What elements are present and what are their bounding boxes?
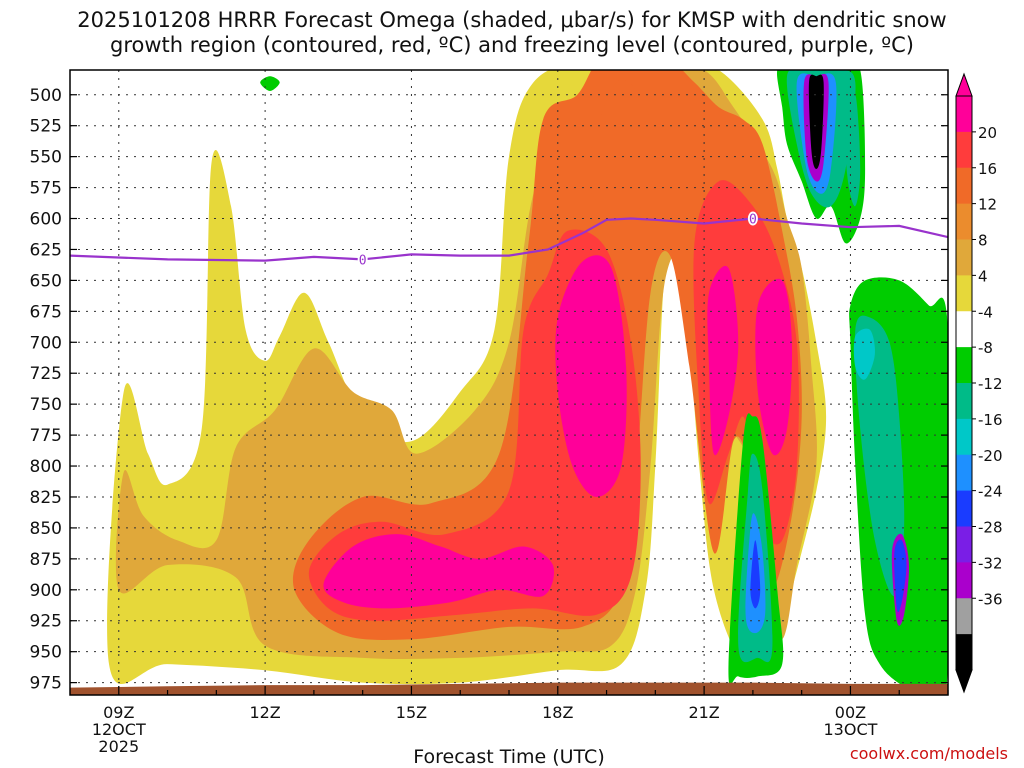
colorbar-label-1: 16: [978, 160, 997, 178]
grid: [70, 70, 948, 695]
omega-region--8-25: [845, 93, 861, 207]
omega-region-20-8: [755, 278, 793, 456]
colorbar-swatch-11: [956, 490, 972, 527]
x-tick-label-12-0: 12Z: [249, 703, 280, 722]
colorbar-label-5: -4: [978, 303, 993, 321]
omega-shading: [70, 70, 948, 695]
freezing-level-line: [70, 217, 948, 262]
omega-region--12-13: [853, 328, 875, 380]
y-tick-label-900: 900: [30, 581, 62, 601]
x-axis-title: Forecast Time (UTC): [413, 746, 604, 768]
freezing-level-label-0: 0: [359, 253, 367, 268]
colorbar-swatch-1: [956, 131, 972, 169]
x-tick-label-15-0: 15Z: [396, 703, 427, 722]
y-tick-label-975: 975: [30, 674, 62, 694]
omega-region--36-22: [808, 74, 824, 169]
omega-region--24-17: [750, 540, 761, 609]
y-tick-label-550: 550: [30, 148, 62, 168]
freezing-label-bg-0: [357, 252, 368, 267]
freezing-label-bg-1: [747, 211, 758, 226]
y-tick-label-675: 675: [30, 302, 62, 322]
x-tick-label-9-2: 2025: [98, 737, 139, 756]
omega-region--24-24: [894, 539, 907, 613]
colorbar-bottom-arrow: [955, 669, 973, 694]
omega-region-20-5: [323, 534, 555, 609]
colorbar-label-4: 4: [978, 267, 988, 285]
colorbar-label-7: -12: [978, 375, 1003, 393]
y-tick-label-575: 575: [30, 179, 62, 199]
y-tick-label-950: 950: [30, 643, 62, 663]
colorbar-swatch-12: [956, 526, 972, 563]
colorbar-top-arrow: [955, 72, 973, 97]
colorbar-swatch-6: [956, 311, 972, 348]
x-tick-label-9-1: 12OCT: [92, 720, 146, 739]
colorbar-swatch-10: [956, 454, 972, 492]
chart-title-line-1: 2025101208 HRRR Forecast Omega (shaded, …: [77, 8, 947, 32]
y-tick-label-800: 800: [30, 457, 62, 477]
y-tick-label-625: 625: [30, 240, 62, 260]
x-tick-label-24-1: 13OCT: [823, 720, 877, 739]
colorbar-swatch-4: [956, 239, 972, 276]
y-tick-label-925: 925: [30, 612, 62, 632]
colorbar-swatch-9: [956, 418, 972, 456]
y-tick-label-700: 700: [30, 333, 62, 353]
omega-region-20-6: [555, 255, 627, 497]
colorbar-swatch-5: [956, 275, 972, 312]
y-tick-label-725: 725: [30, 364, 62, 384]
colorbar-swatch-13: [956, 562, 972, 599]
y-tick-label-775: 775: [30, 426, 62, 446]
omega-region-12-9: [586, 79, 656, 221]
y-tick-label-850: 850: [30, 519, 62, 539]
colorbar-label-3: 8: [978, 232, 988, 250]
chart-title-line-2: growth region (contoured, red, ºC) and f…: [110, 33, 914, 57]
colorbar-label-10: -24: [978, 483, 1003, 501]
colorbar-swatch-8: [956, 383, 972, 420]
y-tick-label-650: 650: [30, 271, 62, 291]
y-tick-label-600: 600: [30, 210, 62, 230]
y-tick-label-500: 500: [30, 86, 62, 106]
colorbar-swatch-2: [956, 167, 972, 205]
colorbar-swatch-0: [956, 96, 972, 133]
site-credit[interactable]: coolwx.com/models: [849, 744, 1008, 763]
colorbar-label-0: 20: [978, 124, 997, 142]
y-tick-label-525: 525: [30, 117, 62, 137]
colorbar-label-12: -32: [978, 554, 1003, 572]
colorbar-swatch-3: [956, 203, 972, 240]
colorbar-swatch-14: [956, 598, 972, 635]
y-tick-label-825: 825: [30, 488, 62, 508]
x-tick-label-18-0: 18Z: [542, 703, 573, 722]
y-tick-label-750: 750: [30, 395, 62, 415]
omega-region--8-12: [854, 315, 905, 597]
x-tick-label-21-0: 21Z: [688, 703, 719, 722]
colorbar-swatch-15: [956, 634, 972, 671]
omega-region-20-7: [707, 265, 739, 456]
colorbar-swatch-7: [956, 347, 972, 384]
colorbar-label-11: -28: [978, 519, 1003, 537]
x-tick-label-9-0: 09Z: [103, 703, 134, 722]
terrain: [70, 682, 948, 695]
colorbar-label-6: -8: [978, 339, 993, 357]
x-tick-label-24-0: 00Z: [835, 703, 866, 722]
colorbar-label-13: -36: [978, 590, 1003, 608]
colorbar-label-9: -20: [978, 447, 1003, 465]
colorbar-label-2: 12: [978, 196, 997, 214]
y-tick-label-875: 875: [30, 550, 62, 570]
colorbar-label-8: -16: [978, 411, 1003, 429]
freezing-level-label-1: 0: [749, 213, 757, 228]
